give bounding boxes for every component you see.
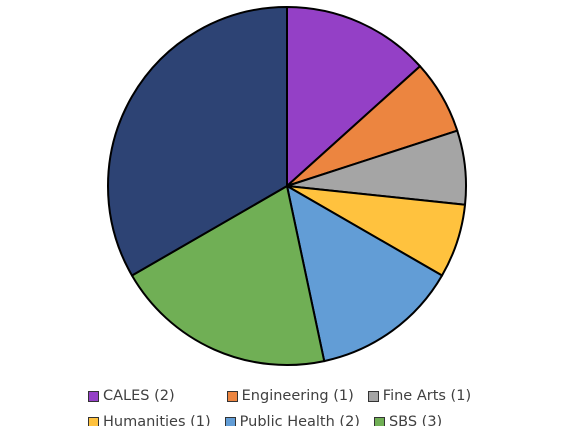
legend-row-1: CALES (2) Engineering (1) Fine Arts (1) [88, 386, 485, 406]
legend-item-cales: CALES (2) [88, 388, 175, 404]
legend-item-sbs: SBS (3) [373, 414, 443, 426]
legend-swatch-sbs [373, 416, 385, 426]
legend-item-fine-arts: Fine Arts (1) [367, 388, 472, 404]
legend-swatch-cales [88, 390, 99, 402]
legend-label-cales: CALES (2) [103, 388, 175, 404]
pie-slice-science [107, 6, 288, 277]
legend-swatch-engineering [226, 390, 238, 402]
legend-item-engineering: Engineering (1) [226, 388, 354, 404]
legend-item-public-health: Public Health (2) [224, 414, 360, 426]
pie-slice-sbs [130, 185, 326, 366]
pie-slice-cales [286, 6, 422, 187]
legend-swatch-public-health [224, 416, 236, 426]
legend-swatch-humanities [88, 416, 99, 426]
legend-label-engineering: Engineering (1) [241, 388, 354, 404]
legend-item-humanities: Humanities (1) [88, 414, 211, 426]
legend-swatch-fine-arts [367, 390, 379, 402]
legend-row-2: Humanities (1) Public Health (2) SBS (3) [88, 412, 456, 426]
legend-label-public-health: Public Health (2) [239, 414, 360, 426]
legend-label-humanities: Humanities (1) [103, 414, 211, 426]
legend-label-sbs: SBS (3) [388, 414, 443, 426]
legend-label-fine-arts: Fine Arts (1) [382, 388, 472, 404]
pie-slice-public-health [286, 185, 444, 363]
